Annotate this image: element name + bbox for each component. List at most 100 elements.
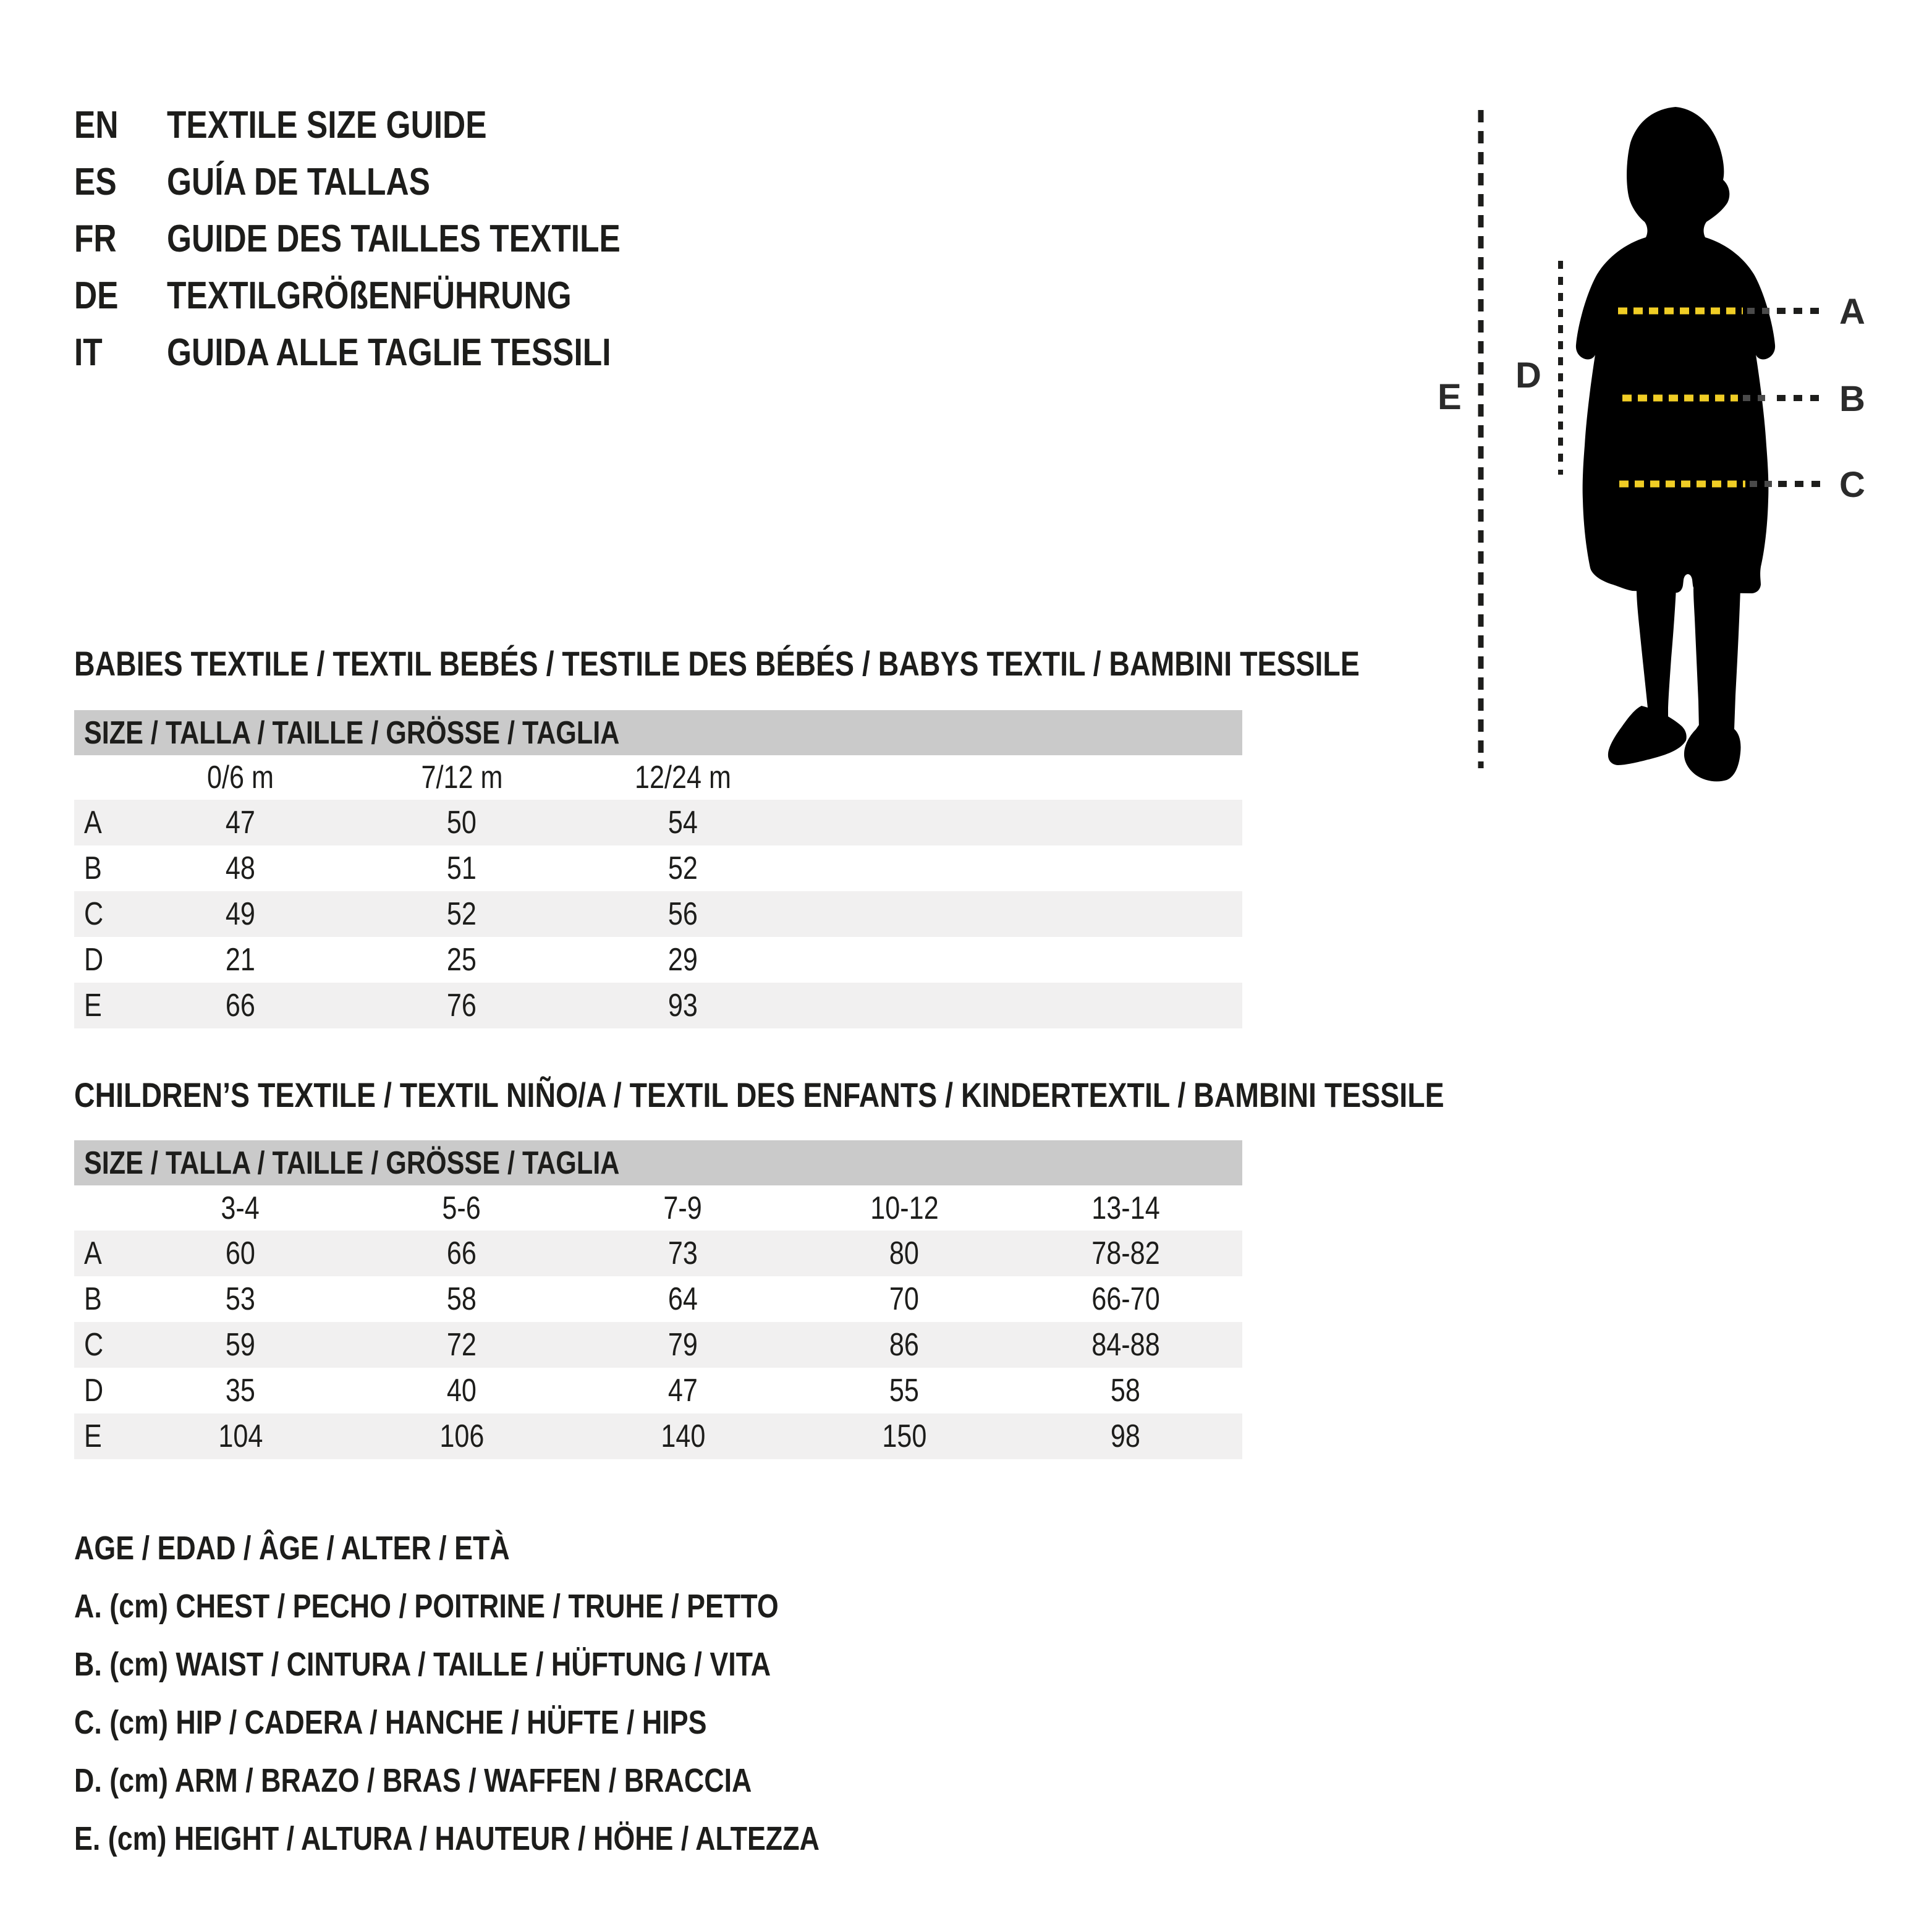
children-column-header-row: 3-4 5-6 7-9 10-12 13-14: [74, 1185, 1242, 1231]
legend-line-4: D. (cm) ARM / BRAZO / BRAS / WAFFEN / BR…: [74, 1762, 752, 1799]
child-silhouette: [1575, 107, 1776, 782]
size-value: 66: [225, 988, 256, 1023]
babies-table-title-text: BABIES TEXTILE / TEXTIL BEBÉS / TESTILE …: [74, 644, 1360, 683]
table-row-B: B 53 58 64 70 66-70: [74, 1276, 1242, 1322]
table-row-B: B 48 51 52: [74, 845, 1242, 891]
column-header: 13-14: [1091, 1190, 1160, 1226]
size-value: 93: [667, 988, 698, 1023]
size-value: 73: [667, 1235, 698, 1271]
column-header: 3-4: [221, 1190, 260, 1226]
table-row-D: D 21 25 29: [74, 937, 1242, 983]
table-row-C: C 49 52 56: [74, 891, 1242, 937]
measurement-legend: AGE / EDAD / ÂGE / ALTER / ETÀ A. (cm) CH…: [74, 1519, 972, 1868]
column-header: 7-9: [663, 1190, 703, 1226]
language-row-es: ES GUÍA DE TALLAS: [74, 153, 713, 210]
legend-line-2: B. (cm) WAIST / CINTURA / TAILLE / HÜFTU…: [74, 1646, 771, 1683]
table-row-D: D 35 40 47 55 58: [74, 1368, 1242, 1413]
table-row-C: C 59 72 79 86 84-88: [74, 1322, 1242, 1368]
column-header: 5-6: [442, 1190, 481, 1226]
size-value: 104: [218, 1418, 263, 1454]
language-title: TEXTILGRÖßENFÜHRUNG: [167, 274, 572, 317]
language-title: GUÍA DE TALLAS: [167, 160, 430, 203]
size-value: 140: [660, 1418, 705, 1454]
babies-column-header-row: 0/6 m 7/12 m 12/24 m: [74, 755, 1242, 800]
size-value: 78-82: [1091, 1235, 1160, 1271]
column-header: 7/12 m: [421, 760, 502, 795]
row-label: C: [84, 1327, 104, 1363]
size-value: 66-70: [1091, 1281, 1160, 1317]
row-label: D: [84, 942, 104, 978]
row-label: A: [84, 1235, 102, 1271]
size-value: 76: [446, 988, 477, 1023]
language-title: TEXTILE SIZE GUIDE: [167, 103, 487, 146]
measurement-diagram: A B C D E: [1421, 87, 1932, 785]
size-value: 86: [889, 1327, 920, 1363]
size-value: 35: [225, 1373, 256, 1409]
size-value: 66: [446, 1235, 477, 1271]
size-value: 59: [225, 1327, 256, 1363]
children-size-header-bar: SIZE / TALLA / TAILLE / GRÖSSE / TAGLIA: [74, 1140, 1242, 1185]
language-row-en: EN TEXTILE SIZE GUIDE: [74, 96, 713, 153]
size-value: 70: [889, 1281, 920, 1317]
children-size-header-text: SIZE / TALLA / TAILLE / GRÖSSE / TAGLIA: [84, 1145, 620, 1181]
size-value: 29: [667, 942, 698, 978]
size-value: 55: [889, 1373, 920, 1409]
children-table-body: A 60 66 73 80 78-82 B 53 58 64 70 66-70 C 59 72 79 86 84-…: [74, 1231, 1242, 1459]
row-label: B: [84, 1281, 102, 1317]
row-label: B: [84, 850, 102, 886]
language-row-it: IT GUIDA ALLE TAGLIE TESSILI: [74, 324, 713, 381]
row-label: C: [84, 896, 104, 932]
language-code: FR: [74, 217, 117, 260]
size-value: 54: [667, 805, 698, 841]
size-value: 98: [1110, 1418, 1141, 1454]
children-table-title-text: CHILDREN’S TEXTILE / TEXTIL NIÑO/A / TEX…: [74, 1075, 1444, 1114]
label-E: E: [1438, 377, 1462, 417]
language-row-de: DE TEXTILGRÖßENFÜHRUNG: [74, 267, 713, 324]
size-value: 106: [439, 1418, 484, 1454]
label-B: B: [1839, 379, 1865, 419]
size-value: 52: [667, 850, 698, 886]
size-value: 21: [225, 942, 256, 978]
size-value: 51: [446, 850, 477, 886]
row-label: D: [84, 1373, 104, 1409]
children-size-table: SIZE / TALLA / TAILLE / GRÖSSE / TAGLIA …: [74, 1140, 1242, 1459]
children-table-title: CHILDREN’S TEXTILE / TEXTIL NIÑO/A / TEX…: [74, 1076, 1725, 1114]
babies-table-body: A 47 50 54 B 48 51 52 C 49 52 56 D 21 25 29 E 66 76 93: [74, 800, 1242, 1028]
column-header: 10-12: [870, 1190, 939, 1226]
column-header: 0/6 m: [207, 760, 274, 795]
language-title: GUIDE DES TAILLES TEXTILE: [167, 217, 621, 260]
language-code: IT: [74, 331, 103, 374]
size-value: 60: [225, 1235, 256, 1271]
babies-size-header-bar: SIZE / TALLA / TAILLE / GRÖSSE / TAGLIA: [74, 710, 1242, 755]
size-value: 25: [446, 942, 477, 978]
size-value: 150: [881, 1418, 926, 1454]
language-title-block: EN TEXTILE SIZE GUIDE ES GUÍA DE TALLAS FR GU…: [74, 96, 713, 381]
language-title: GUIDA ALLE TAGLIE TESSILI: [167, 331, 611, 374]
size-value: 53: [225, 1281, 256, 1317]
legend-line-1: A. (cm) CHEST / PECHO / POITRINE / TRUHE…: [74, 1588, 779, 1625]
size-value: 64: [667, 1281, 698, 1317]
size-value: 84-88: [1091, 1327, 1160, 1363]
table-row-E: E 104 106 140 150 98: [74, 1413, 1242, 1459]
size-value: 47: [667, 1373, 698, 1409]
row-label: E: [84, 1418, 102, 1454]
label-D: D: [1515, 355, 1541, 396]
babies-size-table: SIZE / TALLA / TAILLE / GRÖSSE / TAGLIA …: [74, 710, 1242, 1028]
size-value: 50: [446, 805, 477, 841]
legend-line-5: E. (cm) HEIGHT / ALTURA / HAUTEUR / HÖHE…: [74, 1820, 820, 1857]
language-code: EN: [74, 103, 119, 146]
child-silhouette-diagram: A B C D E: [1438, 107, 1865, 782]
size-value: 58: [446, 1281, 477, 1317]
language-code: DE: [74, 274, 119, 317]
size-value: 49: [225, 896, 256, 932]
language-code: ES: [74, 160, 117, 203]
table-row-A: A 60 66 73 80 78-82: [74, 1231, 1242, 1276]
size-value: 80: [889, 1235, 920, 1271]
size-value: 47: [225, 805, 256, 841]
size-value: 52: [446, 896, 477, 932]
size-value: 79: [667, 1327, 698, 1363]
table-row-E: E 66 76 93: [74, 983, 1242, 1028]
legend-line-0: AGE / EDAD / ÂGE / ALTER / ETÀ: [74, 1530, 510, 1567]
language-row-fr: FR GUIDE DES TAILLES TEXTILE: [74, 210, 713, 267]
